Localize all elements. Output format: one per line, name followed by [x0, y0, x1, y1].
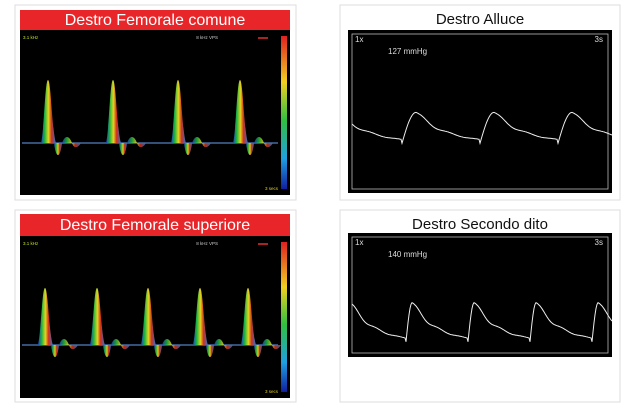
waveform-peak	[233, 80, 248, 143]
panel-title: Destro Secondo dito	[412, 216, 548, 233]
title-bar	[20, 10, 290, 30]
waveform-tail	[214, 339, 233, 350]
scale-label: 3.1 kHz	[23, 241, 39, 246]
waveform-peak	[106, 80, 121, 143]
waveform-peak	[141, 288, 156, 345]
trace-area	[348, 30, 612, 193]
color-bar	[281, 242, 287, 392]
waveform-tail	[254, 137, 273, 148]
waveform-reverse	[206, 345, 214, 357]
pulse-trace	[351, 111, 613, 146]
waveform-reverse	[54, 143, 62, 155]
waveform-peak	[41, 80, 56, 143]
waveform-reverse	[103, 345, 111, 357]
trace-area	[348, 233, 612, 357]
waveform-reverse	[51, 345, 59, 357]
trace-border	[351, 33, 609, 190]
pressure-label: 127 mmHg	[388, 47, 427, 56]
waveform-tail	[62, 137, 81, 148]
waveform-peak	[193, 288, 208, 345]
spectrum-area	[20, 30, 290, 195]
waveform-tail	[59, 339, 78, 350]
panel-title: Destro Femorale superiore	[60, 217, 250, 234]
pulse-trace	[351, 302, 613, 342]
pressure-label: 140 mmHg	[388, 250, 427, 259]
title-bar	[20, 214, 290, 236]
waveform-peak	[241, 288, 256, 345]
waveform-tail	[111, 339, 130, 350]
gain-label: 1x	[355, 238, 363, 247]
sweep-label: 3s	[595, 238, 603, 247]
trace-border	[351, 236, 609, 354]
waveform-reverse	[119, 143, 127, 155]
scale-label: 3.1 kHz	[23, 35, 39, 40]
color-bar	[281, 36, 287, 189]
waveform-tail	[192, 137, 211, 148]
panel-title: Destro Femorale comune	[65, 12, 246, 29]
waveform-reverse	[254, 345, 262, 357]
waveform-peak	[171, 80, 186, 143]
waveform-peak	[38, 288, 53, 345]
sweep-label: 3s	[595, 35, 603, 44]
info-label: 8 kHz VPS	[196, 241, 218, 246]
time-label: 3 secs	[265, 389, 279, 394]
panel-title: Destro Alluce	[436, 11, 524, 28]
info-label: 8 kHz VPS	[196, 35, 218, 40]
time-label: 3 secs	[265, 186, 279, 191]
waveform-reverse	[246, 143, 254, 155]
waveform-tail	[162, 339, 181, 350]
waveform-reverse	[184, 143, 192, 155]
waveform-tail	[262, 339, 281, 350]
waveform-peak	[90, 288, 105, 345]
waveform-reverse	[154, 345, 162, 357]
waveform-tail	[127, 137, 146, 148]
gain-label: 1x	[355, 35, 363, 44]
